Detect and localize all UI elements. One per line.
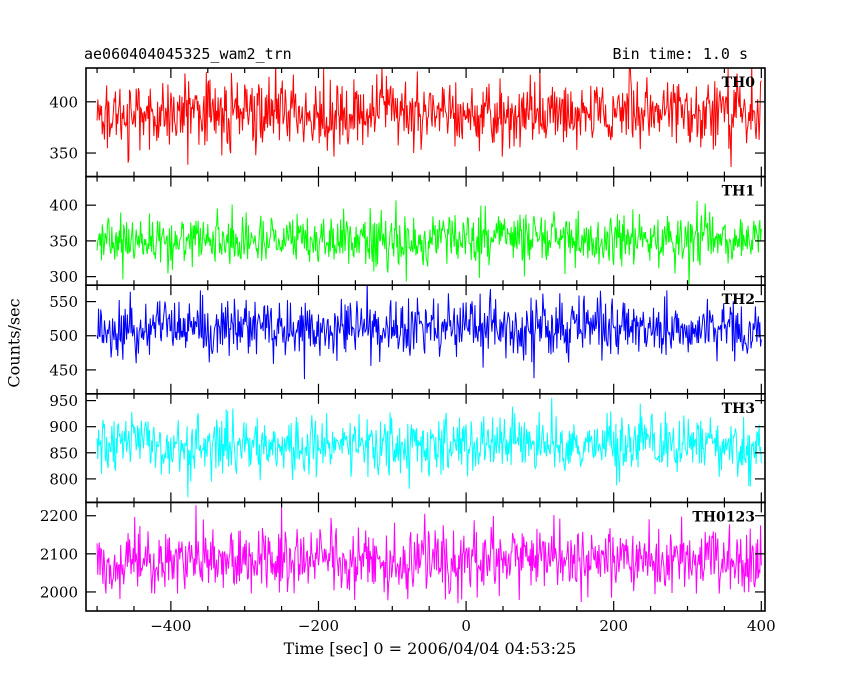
y-tick-label: 400 (49, 93, 78, 111)
y-tick-label: 400 (49, 197, 78, 215)
x-tick-label: 200 (599, 617, 628, 635)
y-tick-label: 2100 (40, 545, 78, 563)
y-tick-label: 450 (49, 361, 78, 379)
x-axis-label: Time [sec] 0 = 2006/04/04 04:53:25 (283, 639, 577, 658)
y-tick-label: 800 (49, 470, 78, 488)
y-axis-label: Counts/sec (4, 298, 24, 388)
chart-title: ae060404045325_wam2_trn (84, 45, 292, 63)
panel-label-th3: TH3 (722, 401, 755, 417)
bin-time-label: Bin time: 1.0 s (612, 45, 748, 63)
panel-label-th0123: TH0123 (692, 509, 755, 525)
x-tick-label: −200 (298, 617, 339, 635)
panel-label-th1: TH1 (722, 184, 755, 200)
x-tick-label: 0 (461, 617, 471, 635)
x-tick-label: 400 (747, 617, 776, 635)
y-tick-label: 350 (49, 145, 78, 163)
panel-frame-th1 (85, 175, 766, 287)
panel-label-th0: TH0 (722, 75, 756, 91)
y-tick-label: 2000 (40, 583, 78, 601)
series-th2-line (96, 285, 762, 380)
y-tick-label: 350 (49, 232, 78, 250)
series-th3-line (96, 397, 762, 498)
y-tick-label: 900 (49, 418, 78, 436)
series-th1-line (96, 200, 762, 286)
panel-label-th2: TH2 (722, 292, 755, 308)
y-tick-label: 950 (49, 392, 78, 410)
x-tick-label: −400 (150, 617, 191, 635)
y-tick-label: 2200 (40, 507, 78, 525)
y-tick-label: 550 (49, 293, 78, 311)
y-tick-label: 500 (49, 327, 78, 345)
series-th0-line (96, 68, 762, 167)
panel-frame-th0123 (85, 501, 766, 612)
series-th0123-line (96, 504, 762, 604)
y-tick-label: 300 (49, 268, 78, 286)
y-tick-label: 850 (49, 444, 78, 462)
